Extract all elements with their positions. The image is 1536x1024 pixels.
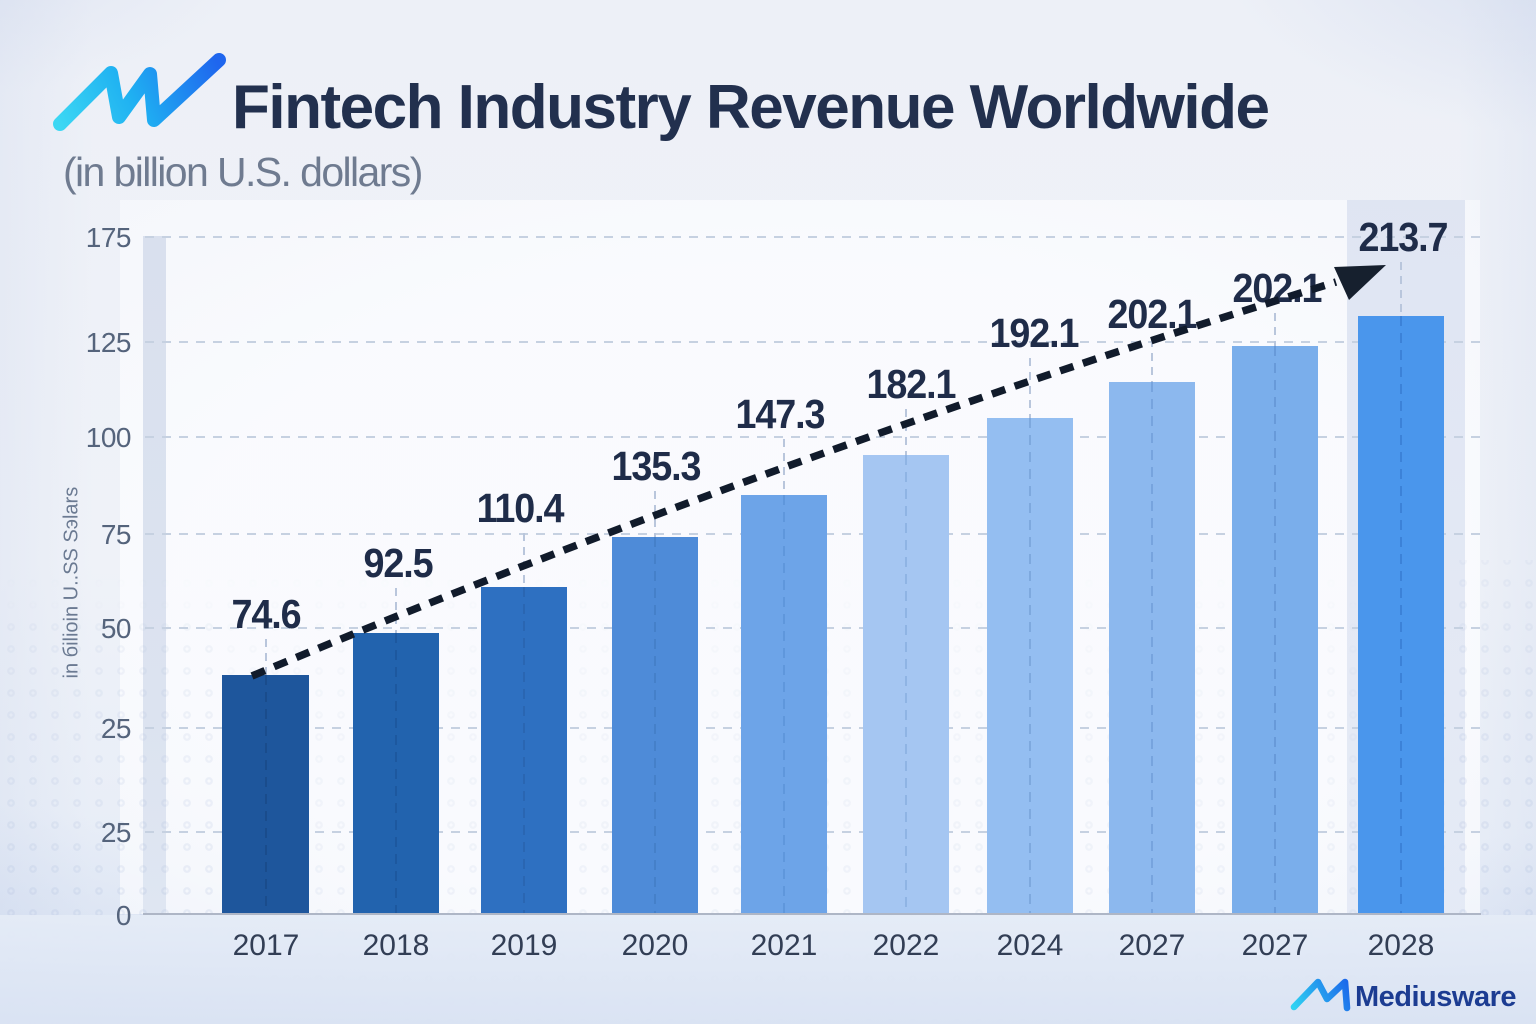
svg-text:Mediusware: Mediusware (1355, 981, 1516, 1013)
